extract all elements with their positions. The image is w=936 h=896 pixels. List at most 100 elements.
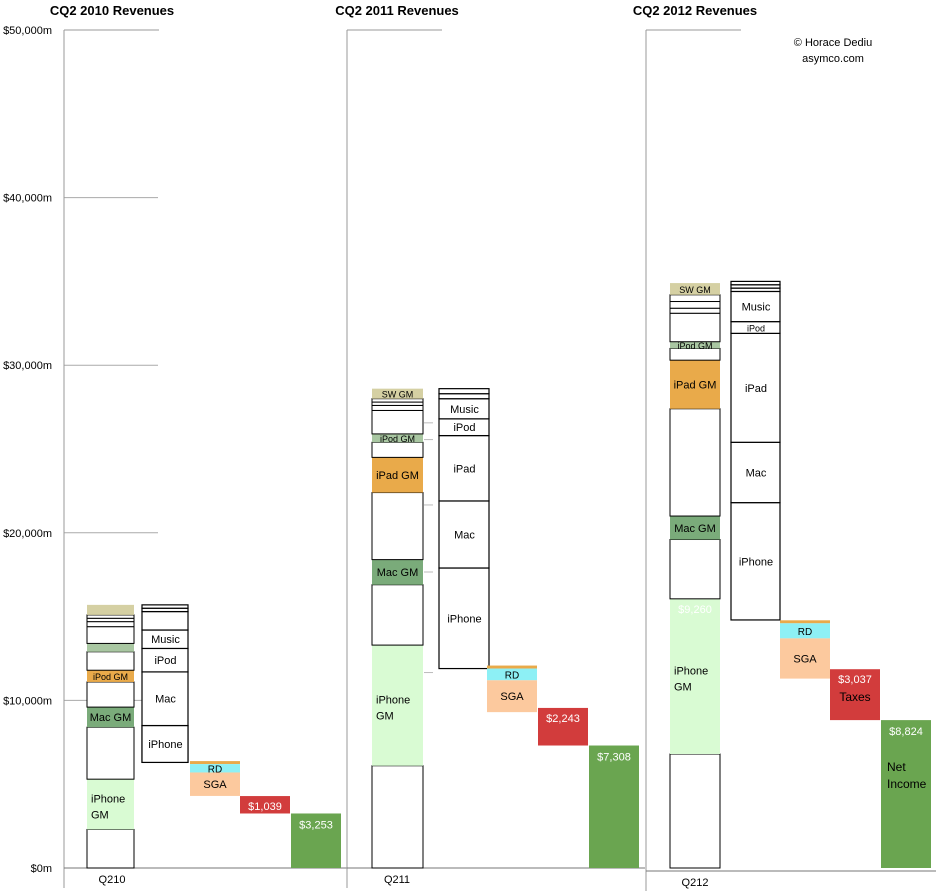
y-tick-label: $40,000m bbox=[3, 193, 52, 205]
gross-label: iPad GM bbox=[376, 470, 419, 482]
gross-segment-ipod-gm bbox=[670, 341, 720, 349]
rd-cap bbox=[780, 620, 830, 624]
revenue-label: iPad bbox=[745, 383, 767, 395]
revenue-segment-mac bbox=[141, 671, 189, 727]
gross-segment bbox=[669, 753, 721, 869]
gross-segment bbox=[371, 765, 424, 869]
gross-label: iPod GM bbox=[677, 341, 712, 351]
rd-label: RD bbox=[798, 627, 812, 638]
sga-label: SGA bbox=[500, 691, 524, 703]
revenue-label: iPad bbox=[453, 463, 475, 475]
gross-segment bbox=[371, 584, 424, 646]
panel-title: CQ2 2012 Revenues bbox=[633, 3, 757, 18]
y-tick-label: $0m bbox=[31, 863, 52, 875]
revenue-label: iPhone bbox=[739, 556, 773, 568]
revenue-segment bbox=[438, 388, 490, 395]
gross-label: iPhone bbox=[91, 793, 125, 805]
sga-label: SGA bbox=[793, 654, 817, 666]
gross-segment-sw-gm bbox=[670, 283, 720, 295]
net-income-value-label: $8,824 bbox=[889, 726, 923, 738]
gross-segment bbox=[371, 401, 424, 406]
taxes-value-label: $3,037 bbox=[838, 674, 872, 686]
gross-label: SW GM bbox=[679, 285, 711, 295]
taxes-bar bbox=[240, 796, 290, 814]
gross-label: Mac GM bbox=[377, 567, 419, 579]
gross-segment-ipad-gm bbox=[670, 360, 720, 409]
quarter-label: Q212 bbox=[682, 877, 709, 889]
gross-segment bbox=[86, 828, 135, 869]
revenue-segment-music bbox=[730, 290, 781, 323]
quarter-label: Q211 bbox=[384, 874, 410, 886]
gross-segment bbox=[87, 643, 134, 652]
taxes-bar bbox=[830, 669, 880, 721]
gross-label: GM bbox=[376, 710, 394, 722]
gross-segment-mac-gm bbox=[670, 516, 720, 540]
net-income-bar bbox=[291, 813, 341, 868]
gross-segment bbox=[86, 651, 135, 671]
gross-segment-mac-gm bbox=[372, 559, 423, 585]
revenue-segment-mac bbox=[730, 441, 781, 504]
revenue-segment-iphone bbox=[141, 724, 189, 764]
gross-segment bbox=[86, 726, 135, 780]
gross-segment bbox=[86, 681, 135, 708]
gross-segment bbox=[86, 626, 135, 644]
net-income-label: Net bbox=[887, 760, 906, 774]
revenue-segment-iphone bbox=[730, 502, 781, 621]
gross-label: Mac GM bbox=[674, 523, 716, 535]
gross-segment-iphone-gm bbox=[670, 598, 720, 755]
gross-label: iPod GM bbox=[93, 672, 128, 682]
rd-bar bbox=[780, 623, 830, 639]
sga-bar bbox=[190, 772, 240, 796]
revenue-label: iPhone bbox=[148, 739, 182, 751]
revenue-label: iPod bbox=[154, 655, 176, 667]
gross-label: iPhone bbox=[674, 665, 708, 677]
revenue-segment bbox=[730, 280, 781, 286]
sga-label: SGA bbox=[203, 779, 227, 791]
copyright-note: © Horace Dediu asymco.com bbox=[778, 35, 888, 67]
gross-label: GM bbox=[91, 809, 109, 821]
revenue-label: Mac bbox=[155, 694, 176, 706]
panel-title: CQ2 2011 Revenues bbox=[335, 3, 459, 18]
revenue-segment-ipad bbox=[438, 434, 490, 502]
y-tick-label: $50,000m bbox=[3, 25, 52, 37]
gross-segment bbox=[371, 492, 424, 561]
rd-cap bbox=[487, 665, 537, 669]
revenue-label: Music bbox=[450, 404, 479, 416]
taxes-value-label: $1,039 bbox=[248, 801, 282, 813]
gross-label: iPad GM bbox=[674, 379, 717, 391]
gross-segment bbox=[669, 539, 721, 600]
net-income-label: Income bbox=[887, 777, 927, 791]
gross-segment-iphone-gm bbox=[87, 779, 134, 830]
gross-label: Mac GM bbox=[90, 712, 132, 724]
gross-segment-sw-gm bbox=[372, 388, 423, 399]
rd-label: RD bbox=[505, 670, 519, 681]
net-income-bar bbox=[589, 745, 639, 868]
sga-bar bbox=[780, 638, 830, 679]
revenue-segment bbox=[141, 610, 189, 631]
rd-bar bbox=[487, 668, 537, 681]
gross-segment bbox=[371, 404, 424, 411]
gross-segment bbox=[86, 621, 135, 628]
revenue-label: iPod bbox=[453, 422, 475, 434]
copyright-text: © Horace Dediu bbox=[793, 37, 873, 49]
gross-segment bbox=[371, 409, 424, 435]
gross-segment bbox=[86, 614, 135, 619]
revenue-segment-ipad bbox=[730, 332, 781, 443]
y-tick-label: $10,000m bbox=[3, 695, 52, 707]
revenue-label: iPod bbox=[747, 323, 765, 333]
gross-label: iPhone bbox=[376, 694, 410, 706]
gross-segment bbox=[87, 604, 134, 615]
revenue-segment bbox=[141, 604, 189, 609]
taxes-bar bbox=[538, 707, 588, 746]
gross-segment-iphone-gm bbox=[372, 645, 423, 766]
rd-bar bbox=[190, 764, 240, 773]
gross-label: SW GM bbox=[382, 390, 414, 400]
panel-title: CQ2 2010 Revenues bbox=[50, 3, 174, 18]
sga-bar bbox=[487, 680, 537, 713]
revenue-label: Music bbox=[742, 302, 771, 314]
revenue-segment-mac bbox=[438, 500, 490, 569]
y-tick-label: $20,000m bbox=[3, 528, 52, 540]
revenue-label: Mac bbox=[746, 467, 767, 479]
